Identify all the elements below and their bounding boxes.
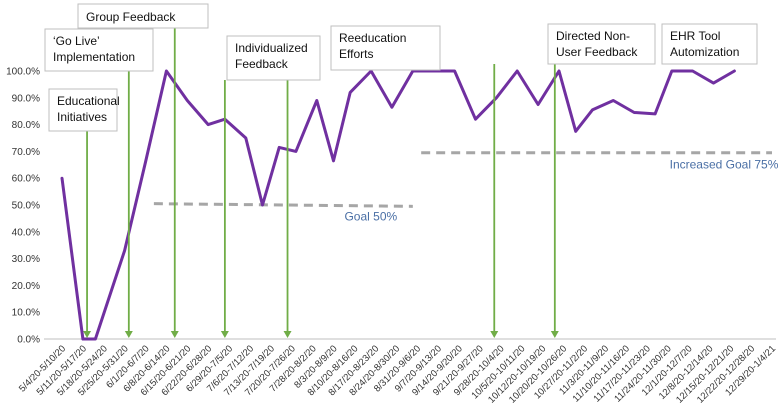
annotation-arrowhead (83, 331, 92, 338)
annotation-box (77, 3, 209, 29)
y-tick-label: 0.0% (17, 335, 40, 346)
annotation-box (547, 23, 656, 65)
annotation-text: Implementation (53, 50, 135, 64)
annotation-text: Initiatives (57, 110, 107, 124)
y-tick-label: 20.0% (12, 281, 40, 292)
series-layer (60, 69, 736, 341)
goal-label: Increased Goal 75% (670, 158, 779, 172)
annotation-arrows (83, 28, 559, 338)
annotation-text: Group Feedback (86, 10, 176, 24)
y-tick-label: 80.0% (12, 120, 40, 131)
annotation-box (226, 35, 321, 81)
annotation-box (330, 25, 441, 71)
annotation-text: Directed Non- (556, 29, 630, 43)
annotation-callouts: Educational Initiatives ‘Go Live’ Implement… (44, 3, 758, 132)
y-tick-label: 70.0% (12, 147, 40, 158)
annotation-box (661, 23, 758, 65)
y-tick-label: 50.0% (12, 201, 40, 212)
annotation-box (48, 88, 118, 132)
annotation-text: Educational (57, 94, 120, 108)
annotation-text: Efforts (339, 47, 373, 61)
y-tick-label: 10.0% (12, 308, 40, 319)
annotation-arrowhead (550, 331, 559, 338)
y-axis: 0.0% 10.0% 20.0% 30.0% 40.0% 50.0% 60.0% 70.0% 8… (6, 67, 40, 346)
annotation-text: Feedback (235, 57, 289, 71)
annotation-text: User Feedback (556, 45, 638, 59)
annotation-arrowhead (220, 331, 229, 338)
y-tick-label: 40.0% (12, 227, 40, 238)
y-tick-label: 100.0% (6, 67, 40, 78)
goal-line (153, 202, 413, 208)
y-tick-label: 90.0% (12, 93, 40, 104)
annotation-text: ‘Go Live’ (53, 34, 100, 48)
annotation-text: Individualized (235, 41, 308, 55)
goal-lines: Goal 50% Increased Goal 75% (153, 151, 779, 223)
annotation-arrowhead (490, 331, 499, 338)
annotation-text: Reeducation (339, 31, 406, 45)
y-tick-label: 60.0% (12, 174, 40, 185)
annotation-text: Automization (670, 45, 739, 59)
goal-label: Goal 50% (344, 209, 397, 223)
annotation-text: EHR Tool (670, 29, 720, 43)
annotation-arrowhead (170, 331, 179, 338)
y-tick-label: 30.0% (12, 254, 40, 265)
annotation-box (44, 28, 154, 72)
annotation-arrowhead (283, 331, 292, 338)
annotation-arrowhead (124, 331, 133, 338)
x-axis: 5/4/20-5/10/205/11/20-5/17/205/18/20-5/2… (17, 338, 778, 406)
